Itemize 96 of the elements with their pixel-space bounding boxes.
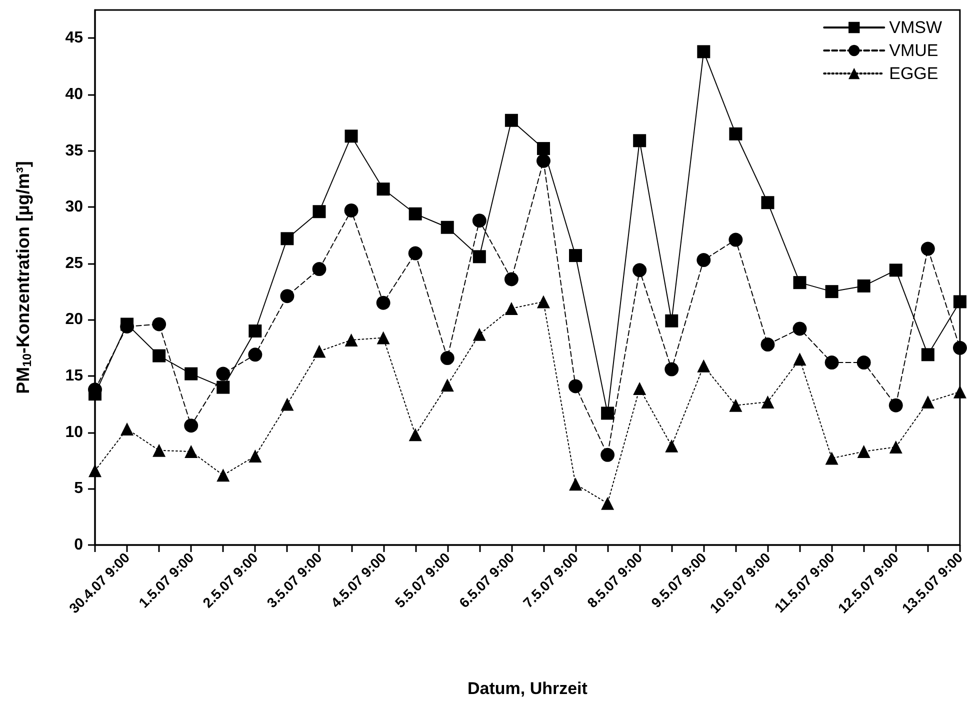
point <box>344 334 358 347</box>
point <box>792 322 807 336</box>
point <box>440 220 454 234</box>
y-tick-label: 5 <box>74 480 84 498</box>
point <box>632 263 647 278</box>
point <box>344 203 358 218</box>
point <box>280 289 294 304</box>
legend-label: EGGE <box>889 64 938 83</box>
y-tick-label: 30 <box>65 198 84 216</box>
point <box>376 296 390 310</box>
point <box>825 452 838 465</box>
point <box>536 154 550 168</box>
point <box>889 440 902 454</box>
x-axis-title: Datum, Uhrzeit <box>467 679 588 698</box>
point <box>312 344 326 358</box>
point <box>665 314 678 328</box>
point <box>152 349 166 362</box>
point <box>569 478 582 491</box>
point <box>824 356 839 370</box>
point <box>184 367 198 380</box>
point <box>633 134 646 148</box>
y-tick-label: 25 <box>65 254 84 272</box>
point <box>952 340 967 355</box>
point <box>633 382 646 395</box>
point <box>312 205 326 218</box>
point <box>408 207 422 220</box>
point <box>761 395 774 408</box>
y-tick-label: 15 <box>65 368 84 385</box>
point <box>216 366 230 381</box>
point <box>120 318 134 331</box>
y-tick-label: 10 <box>65 424 84 441</box>
point <box>600 448 615 462</box>
point <box>376 331 390 344</box>
point <box>280 232 294 246</box>
point <box>920 242 935 256</box>
point <box>216 468 230 482</box>
point <box>760 338 775 352</box>
point <box>664 362 679 376</box>
point <box>793 352 806 366</box>
point <box>953 295 966 308</box>
point <box>408 428 422 442</box>
point <box>825 285 838 298</box>
point <box>568 379 583 394</box>
point <box>921 395 934 408</box>
point <box>729 127 742 140</box>
point <box>761 196 774 210</box>
point <box>697 359 710 372</box>
point <box>312 262 326 276</box>
point <box>601 406 614 420</box>
point <box>472 250 486 264</box>
point <box>953 385 966 398</box>
point <box>921 348 934 362</box>
point <box>344 130 358 143</box>
point <box>440 378 454 392</box>
point <box>857 279 870 292</box>
y-tick-label: 40 <box>65 86 84 103</box>
point <box>729 398 742 412</box>
y-tick-label: 0 <box>74 536 84 554</box>
point <box>280 398 294 411</box>
y-tick-label: 20 <box>65 311 84 328</box>
point <box>857 445 870 458</box>
point <box>248 348 262 362</box>
point <box>601 496 614 510</box>
point <box>472 328 486 341</box>
point <box>696 253 711 268</box>
point <box>184 445 198 458</box>
point <box>216 380 230 394</box>
point <box>697 45 710 58</box>
point <box>504 272 518 286</box>
point <box>248 450 262 463</box>
point <box>184 418 198 433</box>
point <box>536 142 550 156</box>
point <box>536 295 550 308</box>
y-tick-label: 45 <box>65 30 84 47</box>
point <box>665 439 678 452</box>
legend-label: VMUE <box>889 41 938 60</box>
point <box>120 422 134 436</box>
y-axis-title: PM10-Konzentration [µg/m³] <box>13 161 34 394</box>
point <box>856 356 871 370</box>
y-tick-label: 35 <box>65 142 84 160</box>
point <box>569 249 582 262</box>
point <box>376 182 390 196</box>
point <box>889 264 902 277</box>
point <box>408 246 422 260</box>
point <box>793 276 806 290</box>
point <box>472 214 486 228</box>
point <box>248 324 262 338</box>
point <box>504 302 518 315</box>
point <box>440 351 454 366</box>
point <box>728 232 743 247</box>
point <box>888 398 903 412</box>
point <box>504 114 518 127</box>
point <box>152 317 166 332</box>
point <box>152 444 166 457</box>
point <box>88 464 102 478</box>
legend-label: VMSW <box>889 18 942 37</box>
